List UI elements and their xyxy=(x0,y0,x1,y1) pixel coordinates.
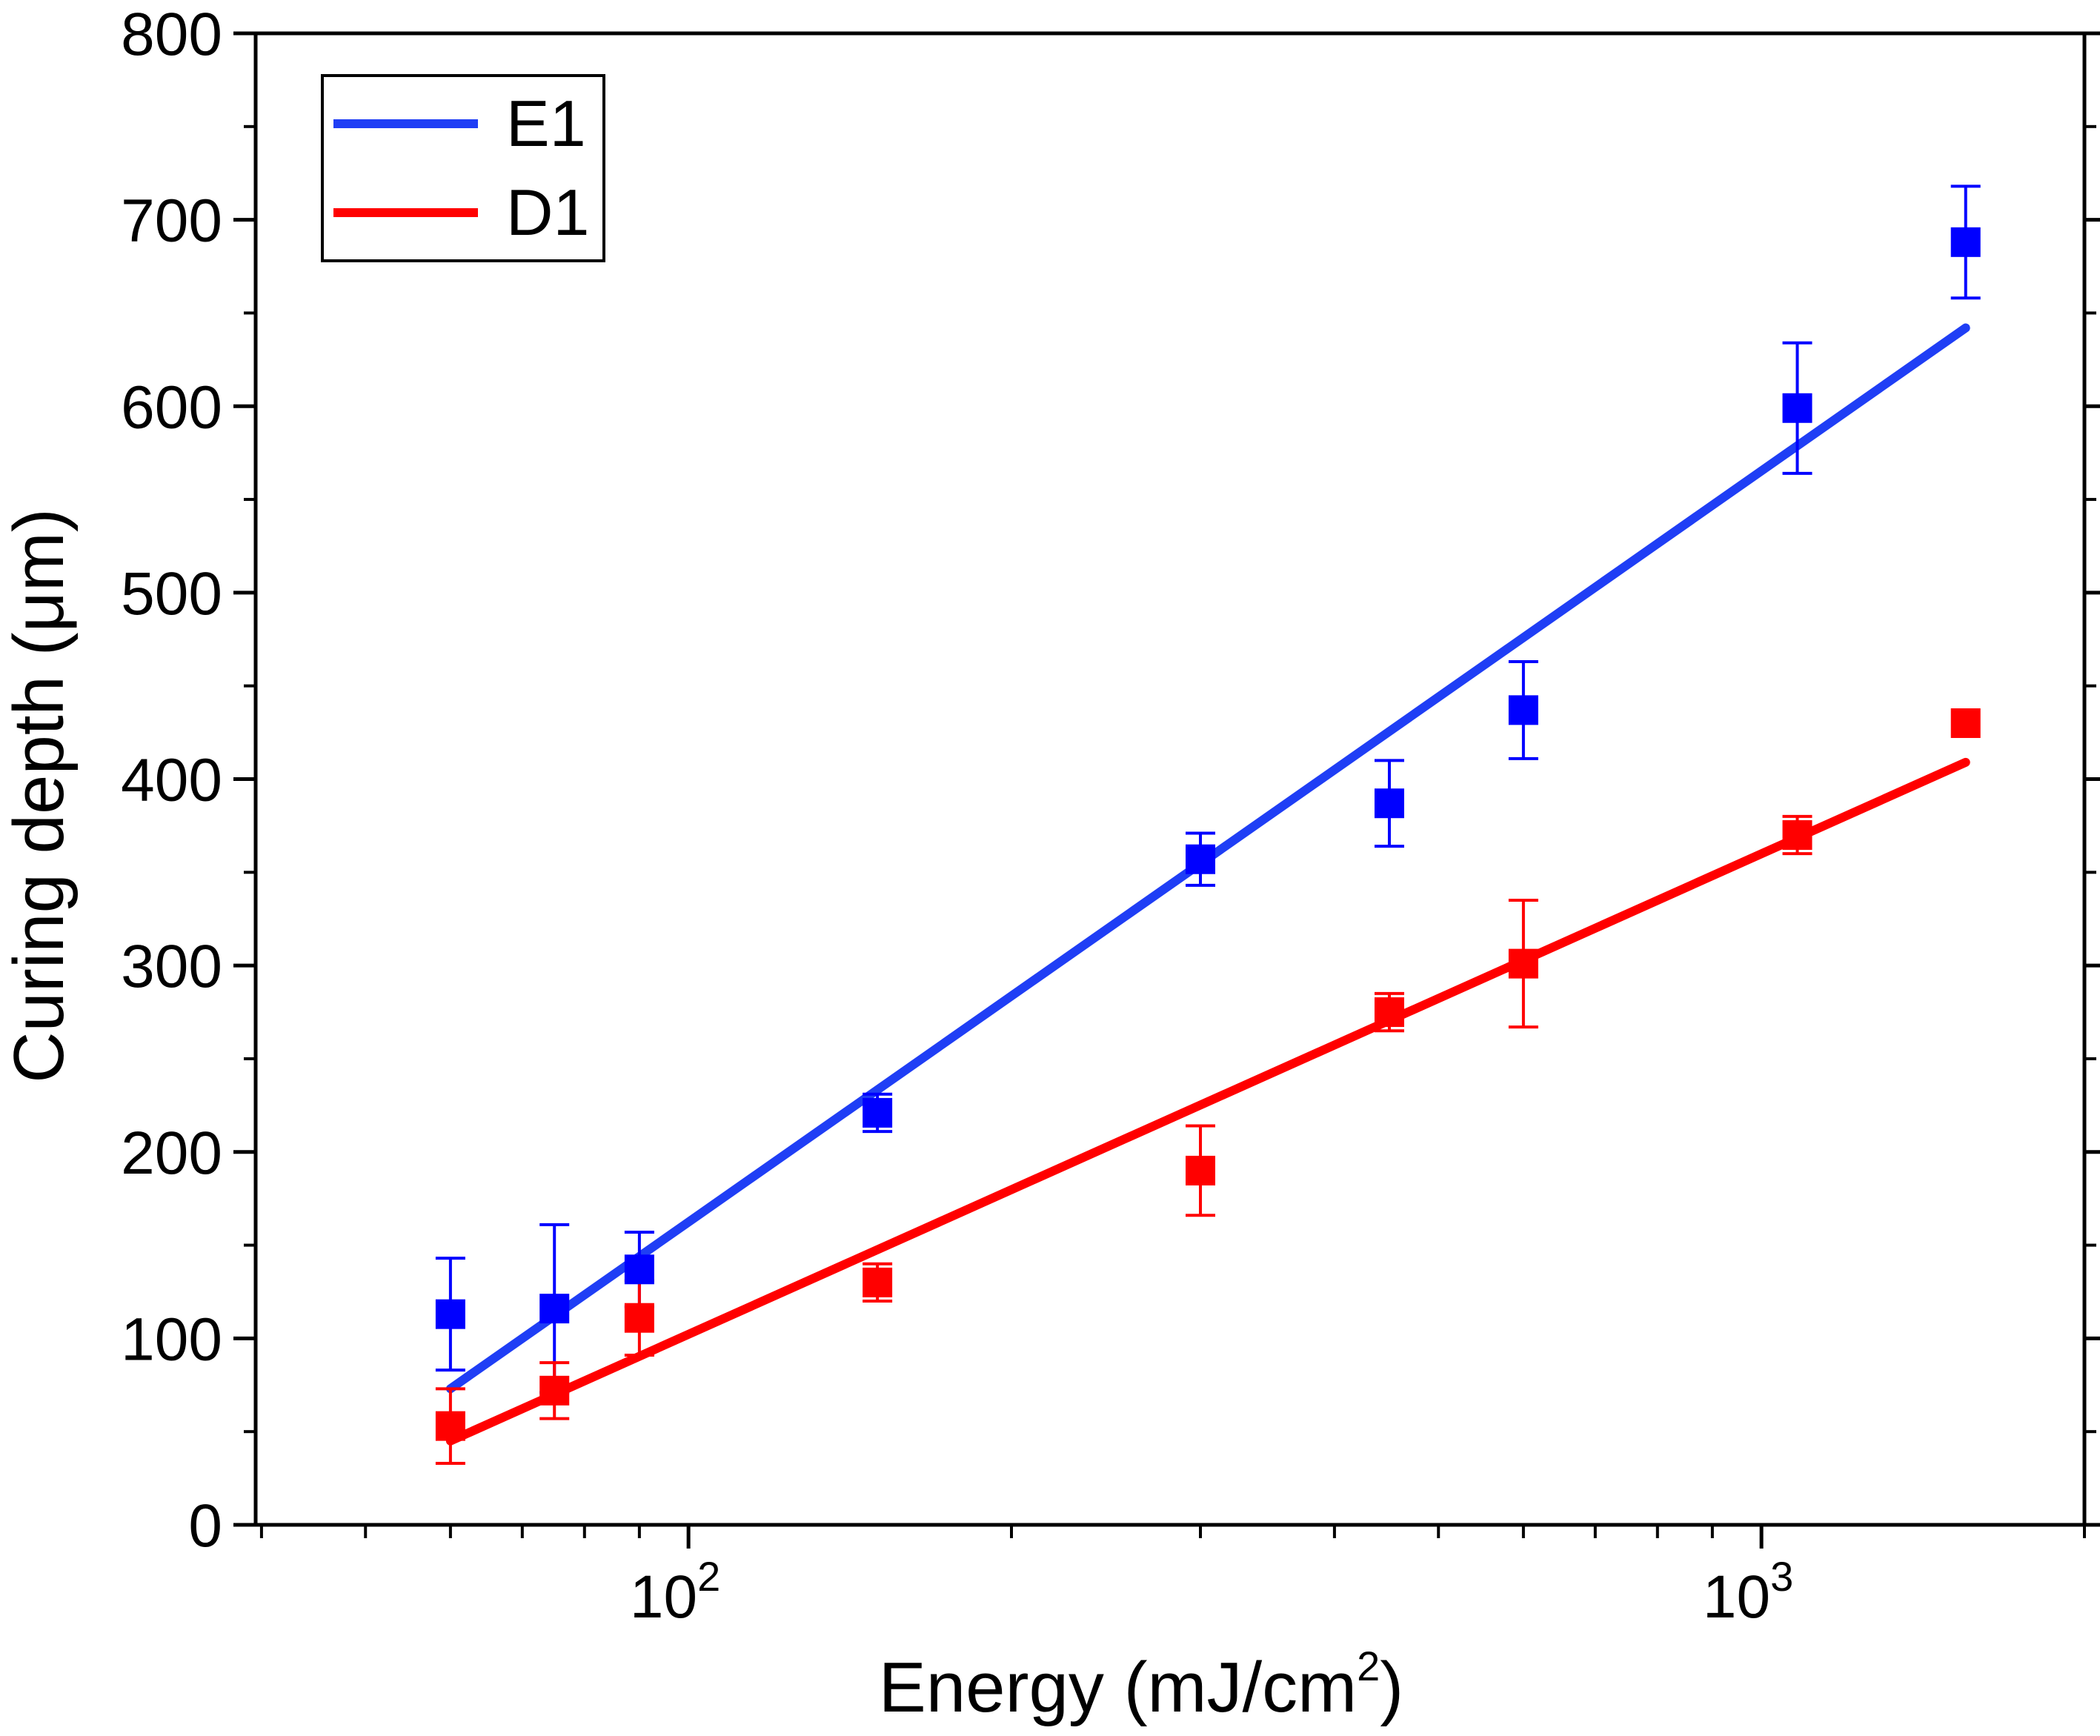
x-axis-title: Energy (mJ/cm2) xyxy=(879,1643,1404,1727)
x-axis-title-close: ) xyxy=(1380,1648,1403,1727)
y-tick-label: 800 xyxy=(121,1,222,68)
plot-background xyxy=(256,33,2084,1525)
data-point-d1 xyxy=(1950,708,1981,739)
x-tick-exp: 3 xyxy=(1770,1553,1793,1600)
y-axis-title: Curing depth (μm) xyxy=(0,508,79,1083)
y-tick-label: 400 xyxy=(121,747,222,814)
x-tick-exp: 2 xyxy=(697,1553,720,1600)
x-tick-label: 103 xyxy=(1703,1553,1793,1631)
data-point-d1 xyxy=(624,1303,654,1333)
data-point-e1 xyxy=(1782,393,1812,423)
data-point-e1 xyxy=(1374,788,1404,819)
data-points xyxy=(435,227,1981,1441)
y-tick-label: 500 xyxy=(121,560,222,628)
x-tick-base: 10 xyxy=(1703,1563,1770,1631)
y-tick-label: 300 xyxy=(121,933,222,1000)
y-tick-label: 700 xyxy=(121,187,222,255)
data-point-e1 xyxy=(1508,695,1538,725)
data-point-d1 xyxy=(539,1375,570,1406)
legend-label-d1: D1 xyxy=(506,176,590,249)
data-point-d1 xyxy=(435,1411,465,1441)
y-tick-label: 200 xyxy=(121,1120,222,1187)
data-point-d1 xyxy=(1185,1155,1215,1185)
plot-area xyxy=(256,33,2084,1525)
data-point-e1 xyxy=(539,1294,570,1324)
x-axis-title-sup: 2 xyxy=(1357,1643,1380,1689)
x-tick-label: 102 xyxy=(630,1553,720,1631)
y-tick-label: 0 xyxy=(188,1492,222,1560)
x-tick-base: 10 xyxy=(630,1563,697,1631)
x-axis-title-main: Energy (mJ/cm xyxy=(879,1648,1357,1727)
data-point-e1 xyxy=(863,1097,893,1128)
data-point-e1 xyxy=(435,1299,465,1329)
legend-box xyxy=(321,74,605,262)
fit-line-d1 xyxy=(445,757,1970,1446)
data-point-d1 xyxy=(863,1267,893,1297)
legend-label-e1: E1 xyxy=(506,87,586,160)
data-point-e1 xyxy=(1950,227,1981,257)
data-point-d1 xyxy=(1508,948,1538,979)
y-tick-label: 100 xyxy=(121,1306,222,1373)
data-point-d1 xyxy=(1374,997,1404,1028)
data-point-e1 xyxy=(1185,844,1215,874)
y-tick-label: 600 xyxy=(121,373,222,441)
data-point-e1 xyxy=(624,1254,654,1285)
data-point-d1 xyxy=(1782,819,1812,850)
